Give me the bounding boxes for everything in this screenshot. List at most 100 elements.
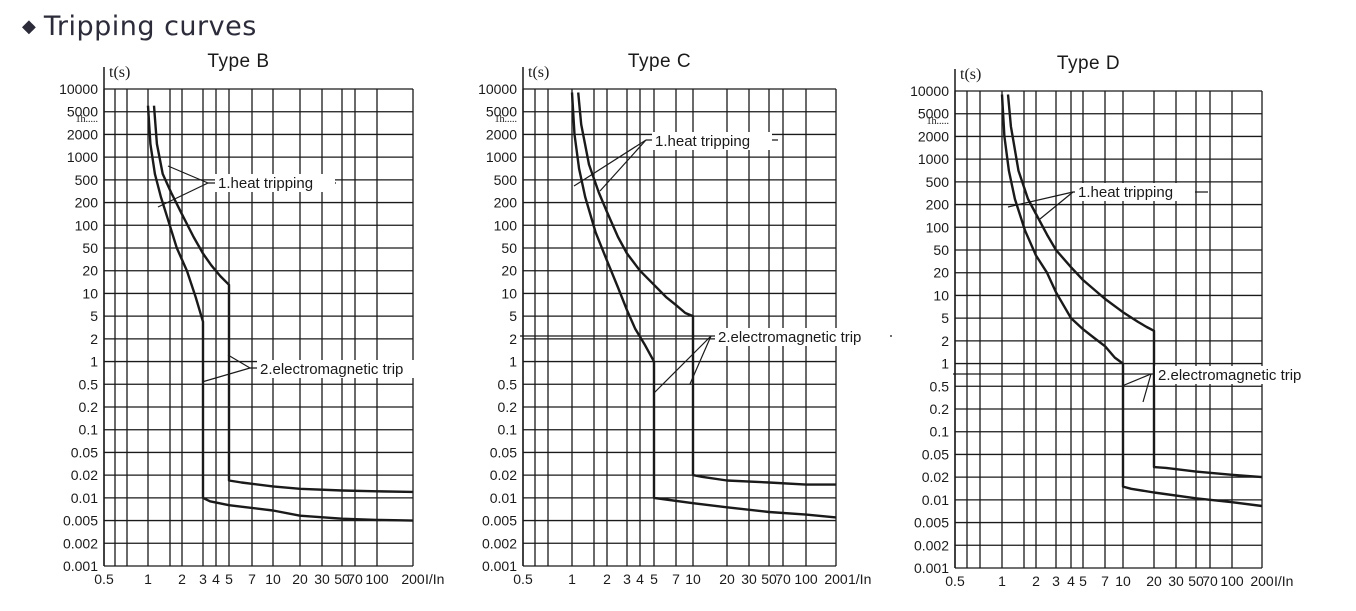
y-tick-label: 0.02: [71, 467, 98, 483]
chart-title: Type D: [1057, 53, 1120, 74]
trip-curve-2: [577, 92, 836, 486]
y-tick-label: 2: [90, 331, 98, 347]
x-tick-label: 4: [636, 571, 644, 587]
y-tick-label: 10: [501, 285, 517, 301]
x-tick-label: 3: [1052, 573, 1060, 589]
y-tick-label: 20: [82, 263, 98, 279]
y-tick-label: 0.001: [482, 558, 517, 574]
x-tick-label: 70: [347, 571, 363, 587]
x-tick-label: 10: [1115, 573, 1131, 589]
y-tick-label: 50: [933, 242, 949, 258]
y-tick-label: 0.02: [490, 467, 517, 483]
y-tick-label: 0.002: [482, 535, 517, 551]
y-tick-label: 200: [75, 195, 99, 211]
y-tick-label: 100: [926, 219, 950, 235]
y-tick-label: 100: [75, 217, 99, 233]
y-tick-label: 1: [941, 356, 949, 372]
chart-title: Type C: [628, 51, 691, 72]
x-tick-label: 2: [1032, 573, 1040, 589]
y-tick-label: 0.1: [498, 422, 518, 438]
y-tick-label: 20: [933, 265, 949, 281]
x-tick-label: 3: [199, 571, 207, 587]
x-tick-label: 0.5: [94, 571, 114, 587]
y-tick-label: 0.02: [922, 469, 949, 485]
x-tick-label: 1: [144, 571, 152, 587]
annotation-leader: [689, 335, 712, 385]
diamond-icon: ◆: [22, 15, 36, 37]
y-tick-label: 50: [82, 240, 98, 256]
chart-title: Type B: [207, 51, 269, 72]
x-tick-label: 50: [334, 571, 350, 587]
y-tick-label: 1000: [486, 149, 517, 165]
y-axis-label: t(s): [960, 66, 981, 83]
x-tick-label: 50: [761, 571, 777, 587]
x-tick-label: 30: [741, 571, 757, 587]
x-tick-label: 20: [292, 571, 308, 587]
x-tick-label: 100: [794, 571, 818, 587]
x-tick-label: 0.5: [513, 571, 533, 587]
y-tick-label: 0.005: [914, 515, 949, 531]
y-axis-label: t(s): [109, 64, 130, 81]
y-tick-label: 20: [501, 263, 517, 279]
annotation-bg: [652, 132, 772, 150]
y-tick-label: 0.001: [914, 560, 949, 576]
annotation-label: 2.electromagnetic trip: [1158, 367, 1301, 384]
x-tick-label: 7: [1101, 573, 1109, 589]
y-tick-label: 5: [509, 308, 517, 324]
chart-type-d: 100005000200010005002001005020105210.50.…: [910, 53, 1330, 589]
y-tick-label: 0.05: [71, 444, 98, 460]
y-axis-label: t(s): [528, 64, 549, 81]
y-tick-label: 1: [90, 354, 98, 370]
y-tick-label: 500: [494, 172, 518, 188]
annotation-leader: [157, 182, 209, 208]
x-tick-label: 5: [225, 571, 233, 587]
y-tick-label: 10000: [910, 83, 949, 99]
y-tick-label: 0.01: [490, 490, 517, 506]
x-tick-label: 1: [998, 573, 1006, 589]
y-tick-label: 0.01: [922, 492, 949, 508]
y-tick-label: 500: [75, 172, 99, 188]
x-tick-label: 200: [1250, 573, 1274, 589]
y-tick-label: 0.2: [79, 399, 99, 415]
x-tick-label: 200: [824, 571, 848, 587]
y-tick-label: 0.005: [482, 513, 517, 529]
x-tick-label: 10: [265, 571, 281, 587]
y-tick-label: 2000: [918, 128, 949, 144]
y-tick-label: 0.002: [63, 535, 98, 551]
x-tick-label: 20: [1146, 573, 1162, 589]
x-tick-label: 3: [623, 571, 631, 587]
y-tick-label: 0.2: [498, 399, 518, 415]
annotation-leader: [201, 367, 251, 383]
annotation-label: 2.electromagnetic trip: [260, 361, 403, 378]
x-tick-label: 10: [685, 571, 701, 587]
y-tick-label: 10: [82, 285, 98, 301]
x-tick-label: 7: [672, 571, 680, 587]
y-tick-label: 200: [494, 195, 518, 211]
x-tick-label: 2: [178, 571, 186, 587]
y-tick-label: 0.5: [498, 376, 518, 392]
y-tick-label: 2: [941, 333, 949, 349]
trip-curve-1: [1000, 94, 1263, 508]
x-tick-label: 100: [365, 571, 389, 587]
y-tick-label: 0.05: [490, 444, 517, 460]
y-tick-label: 0.05: [922, 446, 949, 462]
x-tick-label: 4: [212, 571, 220, 587]
chart-type-c: 100005000200010005002001005020105210.50.…: [478, 51, 892, 587]
y-tick-label: 10000: [59, 81, 98, 97]
annotation-label: 1.heat tripping: [1078, 184, 1173, 201]
x-tick-label: 1: [568, 571, 576, 587]
annotation-bg: [215, 174, 335, 192]
y-tick-label: 2000: [67, 126, 98, 142]
x-tick-label: 0.5: [945, 573, 965, 589]
annotation-leader: [599, 139, 647, 192]
x-tick-label: 30: [314, 571, 330, 587]
x-tick-label: 7: [248, 571, 256, 587]
x-tick-label: 70: [775, 571, 791, 587]
y-tick-label: 0.01: [71, 490, 98, 506]
annotation-leader: [1039, 191, 1074, 220]
y-tick-label: 5: [90, 308, 98, 324]
x-axis-label: 1/In: [848, 571, 871, 587]
annotation-bg: [1075, 183, 1195, 201]
x-tick-label: 30: [1168, 573, 1184, 589]
y-tick-label: 50: [501, 240, 517, 256]
